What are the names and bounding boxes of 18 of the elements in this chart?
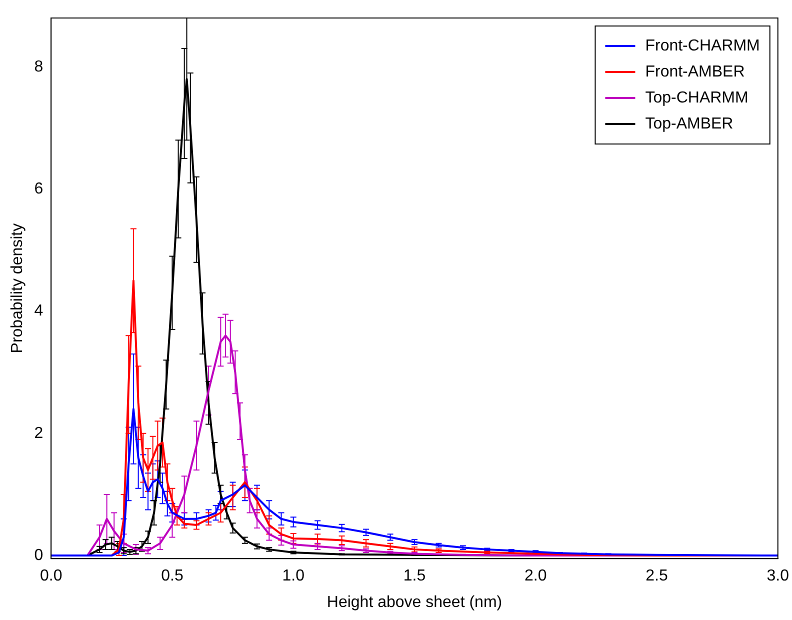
y-tick-label: 8: [34, 58, 44, 76]
legend-label: Top-AMBER: [645, 115, 734, 132]
y-tick-label: 0: [34, 546, 44, 564]
x-tick-label: 3.0: [766, 568, 790, 585]
legend-label: Front-CHARMM: [645, 37, 760, 54]
x-tick-label: 2.5: [646, 568, 668, 585]
y-axis-title: Probability density: [9, 223, 26, 354]
y-tick-label: 6: [34, 180, 44, 198]
legend-label: Top-CHARMM: [645, 89, 748, 106]
legend-label: Front-AMBER: [645, 63, 745, 80]
x-axis-title: Height above sheet (nm): [326, 594, 502, 611]
x-tick-label: 2.0: [524, 568, 547, 585]
y-tick-label: 2: [34, 424, 44, 442]
x-tick-label: 0.5: [161, 568, 184, 585]
y-tick-label: 4: [34, 302, 44, 320]
x-tick-label: 1.5: [403, 568, 426, 585]
x-tick-label: 1.0: [282, 568, 305, 585]
x-tick-label: 0.0: [40, 568, 62, 585]
